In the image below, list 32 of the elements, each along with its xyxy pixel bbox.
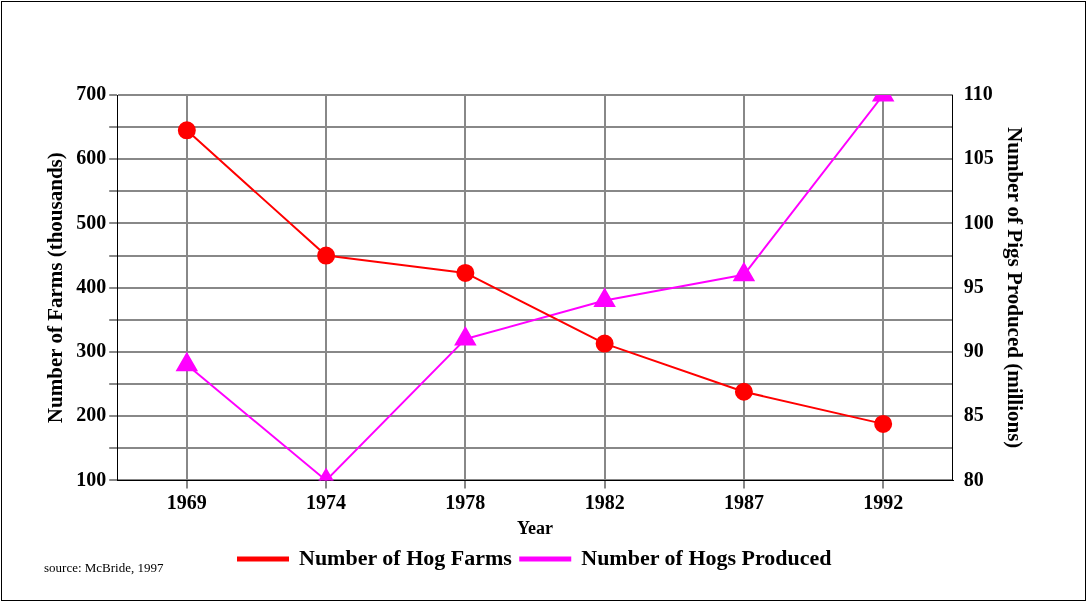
- y-tick-label: 500: [76, 210, 107, 233]
- y-tick-label: 100: [76, 467, 107, 490]
- y2-tick-label: 95: [963, 274, 984, 297]
- y-tick-label: 300: [76, 339, 107, 362]
- y2-tick-label: 80: [963, 467, 984, 490]
- legend-label: Number of Hog Farms: [299, 544, 513, 570]
- legend-label: Number of Hogs Produced: [581, 544, 832, 570]
- point: [595, 334, 614, 353]
- y-tick-label: 400: [76, 274, 107, 297]
- source-note: source: McBride, 1997: [44, 560, 164, 576]
- y2-tick-label: 100: [963, 210, 994, 233]
- x-tick-label: 1992: [863, 490, 904, 513]
- y2-tick-label: 105: [963, 146, 994, 169]
- x-tick-label: 1974: [306, 490, 347, 513]
- y2-tick-label: 90: [963, 339, 984, 362]
- point: [317, 246, 336, 265]
- x-tick-label: 1969: [166, 490, 207, 513]
- y-axis-title: Number of Farms (thousands): [43, 152, 68, 424]
- y2-tick-label: 110: [963, 82, 993, 105]
- x-axis-title: Year: [517, 517, 553, 538]
- point: [177, 121, 196, 140]
- y2-axis-title: Number of Pigs Produced (millions): [1002, 127, 1027, 449]
- x-tick-label: 1987: [723, 490, 764, 513]
- y-tick-label: 700: [76, 82, 107, 105]
- point: [734, 382, 753, 401]
- y-tick-label: 200: [76, 403, 107, 426]
- point: [456, 263, 475, 282]
- y2-tick-label: 85: [963, 403, 984, 426]
- point: [874, 414, 893, 433]
- y-tick-label: 600: [76, 146, 107, 169]
- x-tick-label: 1978: [445, 490, 486, 513]
- x-tick-label: 1982: [584, 490, 625, 513]
